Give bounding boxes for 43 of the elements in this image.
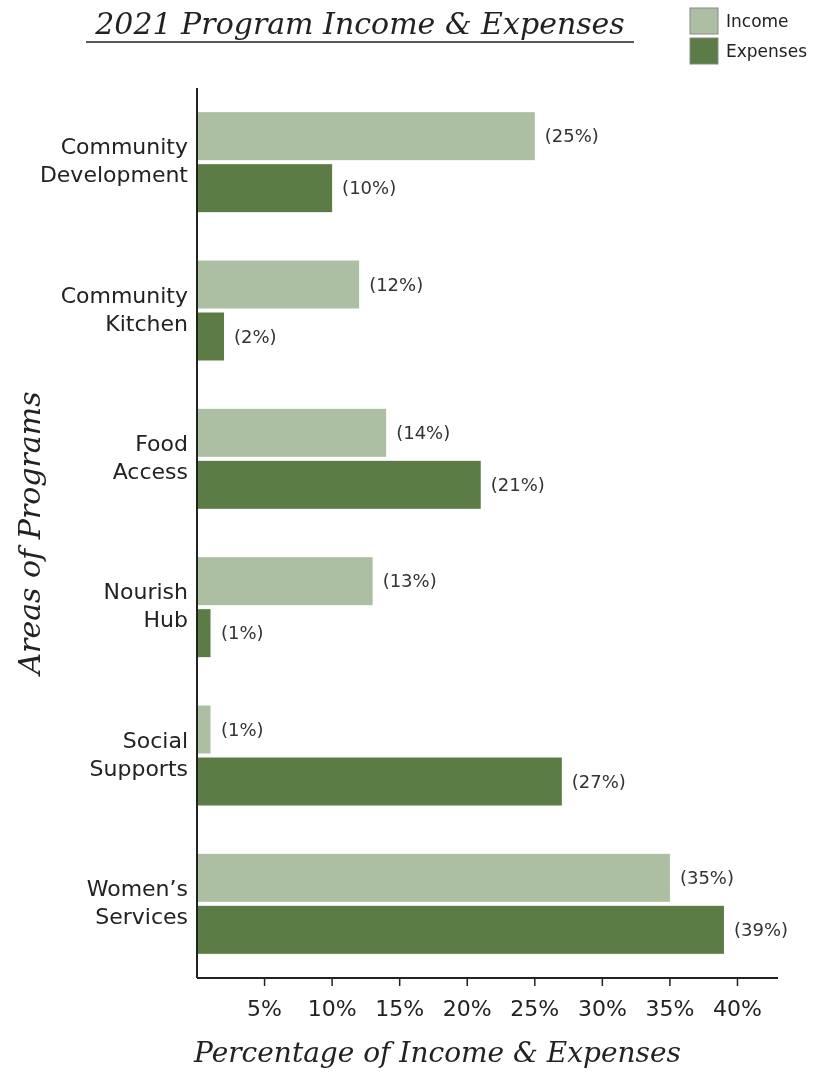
- x-tick-label: 30%: [577, 996, 627, 1021]
- x-tick-label: 40%: [713, 996, 762, 1021]
- data-label: (1%): [221, 718, 264, 740]
- chart-title: 2021 Program Income & Expenses: [94, 6, 625, 41]
- y-axis-title: Areas of Programs: [12, 391, 47, 678]
- data-label: (10%): [342, 177, 397, 199]
- bar: [197, 408, 387, 457]
- data-label: (27%): [571, 770, 626, 792]
- y-tick-label: Social Supports: [89, 727, 188, 781]
- bar: [197, 705, 211, 754]
- bar: [197, 112, 535, 161]
- legend-label: Income: [726, 11, 789, 31]
- data-label: (14%): [396, 421, 451, 443]
- data-label: (25%): [544, 125, 599, 147]
- x-tick-label: 15%: [375, 996, 425, 1021]
- y-tick-label: Nourish Hub: [103, 579, 188, 633]
- x-axis-title: Percentage of Income & Expenses: [193, 1036, 681, 1069]
- x-tick-label: 5%: [247, 996, 283, 1021]
- y-tick-label: Food Access: [112, 430, 188, 484]
- bar: [197, 260, 360, 309]
- data-label: (2%): [234, 325, 277, 347]
- bar: [197, 164, 333, 213]
- y-tick-label: Community Kitchen: [60, 282, 188, 336]
- data-label: (13%): [382, 570, 437, 592]
- legend-label: Expenses: [726, 41, 808, 61]
- data-label: (39%): [733, 918, 789, 940]
- bar: [197, 905, 724, 954]
- y-tick-label: Women’s Services: [86, 875, 188, 929]
- bar: [197, 557, 373, 606]
- data-label: (12%): [369, 273, 424, 295]
- data-label: (35%): [679, 866, 734, 888]
- bar: [197, 757, 562, 806]
- bar: [197, 853, 670, 902]
- bar: [197, 460, 481, 509]
- data-label: (21%): [490, 473, 545, 495]
- data-label: (1%): [221, 622, 264, 644]
- x-tick-label: 20%: [442, 996, 492, 1021]
- bar: [197, 609, 211, 658]
- x-tick-label: 10%: [307, 996, 357, 1021]
- bar: [197, 312, 225, 361]
- y-tick-label: Community Development: [39, 134, 189, 188]
- x-tick-label: 25%: [510, 996, 560, 1021]
- x-tick-label: 35%: [645, 996, 695, 1021]
